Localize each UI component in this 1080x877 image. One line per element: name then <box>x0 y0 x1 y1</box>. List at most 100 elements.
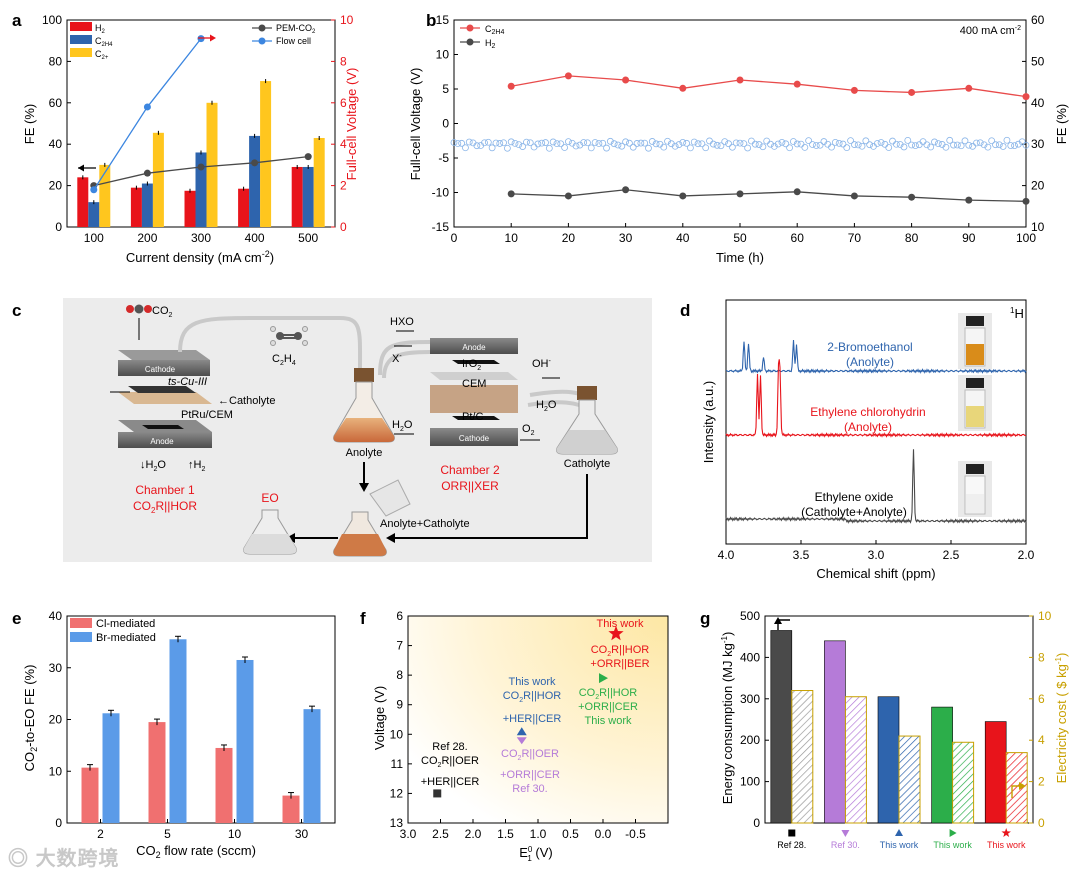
panel-b-lines <box>507 72 1030 205</box>
panel-b-y-ticks: -15 -10 -5 0 5 10 15 <box>432 13 458 234</box>
g-cat-marker-star <box>1001 828 1011 838</box>
b-voltage-point <box>534 140 542 148</box>
b-voltage-point <box>988 137 996 145</box>
b-voltage-point <box>542 139 549 146</box>
b-voltage-point <box>557 140 565 148</box>
panel-b: b -15 -10 -5 0 5 10 15 10 20 30 40 50 60 0 10 20 30 40 5… <box>408 11 1069 265</box>
ethylene-molecule-icon <box>270 326 308 346</box>
panel-a: a 0 20 40 60 80 100 0 2 4 6 8 10 100 200 300 400 500 C… <box>12 11 359 265</box>
co2-molecule-icon <box>126 304 152 314</box>
b-voltage-point <box>831 138 839 146</box>
b-line-point <box>622 186 630 194</box>
f-ytick-label: 10 <box>390 727 404 741</box>
b-voltage-point <box>953 141 961 149</box>
f-point-green-triangle <box>599 673 608 684</box>
anode2-label: Anode <box>462 343 486 352</box>
b-voltage-point <box>992 141 999 149</box>
g-y2tick-label: 0 <box>1038 816 1045 830</box>
b-voltage-point <box>774 140 782 148</box>
e-ytick-label: 0 <box>55 816 62 830</box>
legend-label-c2plus: C2+ <box>95 49 109 61</box>
vial-photo-1 <box>958 313 992 369</box>
b-voltage-point <box>698 140 706 148</box>
b-xtick-label: 10 <box>505 231 519 245</box>
a-line-point <box>304 153 312 161</box>
b-voltage-point <box>553 140 561 148</box>
f-point-black-square <box>433 789 442 798</box>
d-xtick-label: 2.0 <box>1018 548 1035 562</box>
cathode-label: Cathode <box>145 365 176 374</box>
a-y2tick-label: 4 <box>340 137 347 151</box>
panel-g-label: g <box>700 609 710 628</box>
f-point-red-star <box>608 625 624 641</box>
b-voltage-point <box>751 140 759 148</box>
g-cat-label: This work <box>933 840 972 850</box>
panel-f-x-ticks: 3.0 2.5 2.0 1.5 1.0 0.5 0.0 -0.5 <box>400 819 646 841</box>
b-line-point <box>736 190 744 198</box>
a-y2tick-label: 8 <box>340 54 347 68</box>
catholyte-to-mix-arrow <box>394 474 588 539</box>
b-ytick-label: 5 <box>442 82 449 96</box>
mix-flask-icon <box>333 511 387 557</box>
legend-marker-c2h4 <box>466 24 474 32</box>
g-ytick-label: 200 <box>740 733 760 747</box>
g-cat-marker-square <box>788 829 796 837</box>
b-line-point <box>1022 93 1030 101</box>
b-voltage-point <box>1007 142 1015 149</box>
b-voltage-point <box>835 139 843 147</box>
a-line-point <box>90 186 98 194</box>
b-voltage-point <box>1022 141 1030 149</box>
b-voltage-point <box>789 138 797 145</box>
g-ytick-label: 500 <box>740 609 760 623</box>
b-voltage-point <box>641 139 649 147</box>
legend-label-h2: H2 <box>95 23 106 35</box>
g-y2tick-label: 10 <box>1038 609 1052 623</box>
spectrum2-sublabel: (Anolyte) <box>844 420 892 434</box>
f-point-purple-triangle <box>516 737 527 745</box>
panel-g-y2-ticks: 0 2 4 6 8 10 <box>1029 609 1052 830</box>
anode-plate <box>118 432 212 448</box>
g-y2tick-label: 8 <box>1038 650 1045 664</box>
b-line-point <box>965 84 973 92</box>
b-xtick-label: 60 <box>791 231 805 245</box>
b-voltage-point <box>622 138 629 146</box>
panel-f-xlabel: E0 1 (V) <box>519 845 553 863</box>
a-bar-0-3 <box>238 188 250 227</box>
g-cost-bar-0 <box>791 690 814 824</box>
f-xtick-label: 2.5 <box>432 827 449 841</box>
ts-cu-layer <box>118 392 212 404</box>
a-xtick-label: 100 <box>84 231 104 245</box>
b-ytick-label: -10 <box>432 186 450 200</box>
arrow-right-axis-head <box>210 34 216 42</box>
b-voltage-point <box>854 141 862 149</box>
b-voltage-point <box>637 139 645 147</box>
x-minus-label: X- <box>392 353 402 365</box>
b-voltage-point <box>759 143 767 151</box>
f-black-line1: Ref 28. <box>432 741 467 753</box>
a-bar-0-0 <box>77 177 89 227</box>
g-cat-label: This work <box>987 840 1026 850</box>
g-cost-bar-1 <box>844 696 867 824</box>
d-xtick-label: 2.5 <box>943 548 960 562</box>
legend-label-cl: Cl-mediated <box>96 618 155 630</box>
hxo-tube <box>378 340 431 376</box>
panel-d-label: d <box>680 301 690 320</box>
panel-c: c CO2 Cathode Anode ts-Cu-III ←Catholyte… <box>12 298 652 562</box>
a-bar-2-3 <box>260 81 272 227</box>
cathode-plate-top <box>118 350 210 360</box>
e-ytick-label: 40 <box>49 609 63 623</box>
nucleus-label: 1H <box>1010 306 1024 321</box>
g-cost-bar-3 <box>952 741 975 824</box>
b-voltage-point <box>858 142 866 150</box>
b-voltage-point <box>702 144 710 152</box>
a-bar-1-2 <box>195 152 207 227</box>
b-y2tick-label: 10 <box>1031 220 1045 234</box>
h2-in-label: ↑H2 <box>188 459 205 473</box>
d-spectrum-2 <box>725 449 1027 524</box>
b-voltage-point <box>507 138 515 146</box>
panel-d-ylabel: Intensity (a.u.) <box>701 381 716 463</box>
f-blue-line2: CO2R||HOR <box>503 690 562 704</box>
b-voltage-point <box>690 138 698 146</box>
c2h4-label: C2H4 <box>272 353 296 367</box>
a-line-point <box>251 159 259 167</box>
